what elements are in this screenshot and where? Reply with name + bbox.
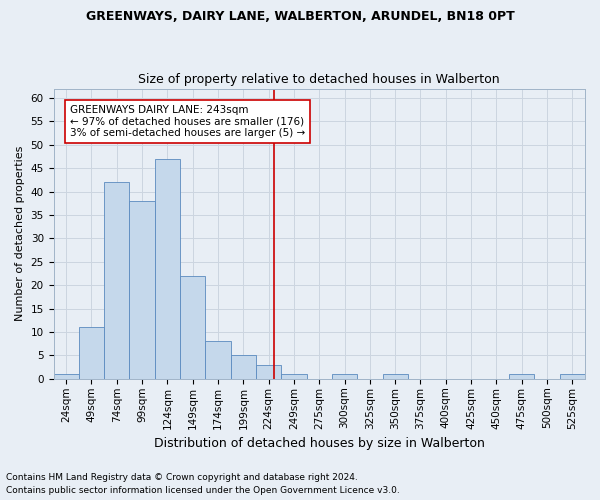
Bar <box>104 182 130 379</box>
Y-axis label: Number of detached properties: Number of detached properties <box>15 146 25 322</box>
Bar <box>281 374 307 379</box>
Text: Contains HM Land Registry data © Crown copyright and database right 2024.
Contai: Contains HM Land Registry data © Crown c… <box>6 474 400 495</box>
Bar <box>230 356 256 379</box>
Bar <box>256 365 281 379</box>
Text: GREENWAYS, DAIRY LANE, WALBERTON, ARUNDEL, BN18 0PT: GREENWAYS, DAIRY LANE, WALBERTON, ARUNDE… <box>86 10 514 23</box>
Bar <box>560 374 585 379</box>
Bar <box>205 342 230 379</box>
Bar <box>155 159 180 379</box>
Bar <box>180 276 205 379</box>
X-axis label: Distribution of detached houses by size in Walberton: Distribution of detached houses by size … <box>154 437 485 450</box>
Bar <box>53 374 79 379</box>
Bar <box>79 328 104 379</box>
Title: Size of property relative to detached houses in Walberton: Size of property relative to detached ho… <box>139 73 500 86</box>
Bar <box>509 374 535 379</box>
Text: GREENWAYS DAIRY LANE: 243sqm
← 97% of detached houses are smaller (176)
3% of se: GREENWAYS DAIRY LANE: 243sqm ← 97% of de… <box>70 105 305 138</box>
Bar <box>383 374 408 379</box>
Bar <box>332 374 357 379</box>
Bar <box>130 201 155 379</box>
